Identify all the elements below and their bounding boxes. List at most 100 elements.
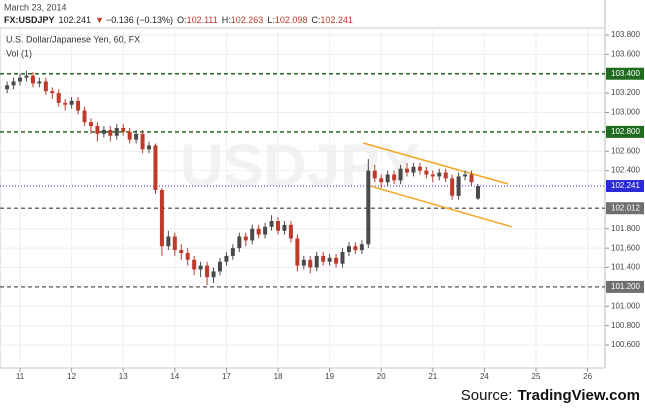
ohlc-value: 102.241 [320,15,353,25]
change: −0.136 (−0.13%) [106,15,173,25]
x-tick-label: 20 [377,372,386,381]
level-label: 103.400 [611,69,640,78]
change-arrow: ▼ [95,15,104,25]
last-price: 102.241 [59,15,92,25]
candle-body [353,246,358,251]
x-tick-label: 21 [428,372,437,381]
candle-body [205,265,210,278]
symbol: FX:USDJPY [4,15,55,25]
candle-body [334,257,339,264]
candle-body [172,236,177,251]
trendline [369,185,512,228]
candle-body [56,93,61,103]
candle-body [327,257,332,262]
candle-body [282,224,287,231]
source-name: TradingView.com [517,387,640,404]
level-box [606,125,644,138]
candle-body [50,91,55,94]
ohlc-value: 102.263 [231,15,264,25]
candle-body [82,110,87,123]
candle-body [179,250,184,253]
candle-body [443,172,448,179]
candle-body [314,255,319,268]
candle-body [185,252,190,260]
y-tick-label: 103.800 [611,30,640,39]
candle-body [379,178,384,183]
x-tick-label: 24 [480,372,489,381]
ohlc-label: O: [177,15,187,25]
y-tick-label: 102.600 [611,146,640,155]
candle-body [301,259,306,266]
candle-body [417,166,422,171]
candle-body [295,238,300,266]
x-tick-label: 19 [325,372,334,381]
candle-body [140,133,145,150]
candle-body [63,102,68,105]
ohlc-value: 102.111 [187,15,218,25]
level-box [606,280,644,293]
candle-body [237,236,242,249]
candle-body [166,236,171,247]
y-tick-label: 103.600 [611,49,640,58]
candle-body [430,174,435,177]
ohlc-label: C: [311,15,320,25]
candle-body [321,255,326,262]
candle-body [475,186,480,199]
candle-body [114,127,119,136]
candle-body [437,172,442,177]
candle-body [366,170,371,245]
level-label: 102.241 [611,181,640,190]
candle-body [147,145,152,150]
candle-body [95,126,100,134]
candle-body [230,248,235,256]
candle-body [153,145,158,191]
ohlc-value: 102.098 [275,15,308,25]
candle-body [224,255,229,262]
watermark: USDJPY [180,132,420,199]
candle-body [24,75,29,78]
level-label: 102.012 [611,203,640,212]
candle-body [69,100,74,105]
candle-body [346,246,351,253]
candle-body [76,100,81,111]
candle-body [250,228,255,241]
candle-body [127,131,132,140]
candle-body [198,265,203,270]
candle-body [37,81,42,84]
candle-body [359,244,364,251]
candle-body [424,170,429,175]
candle-body [456,176,461,196]
candle-body [372,170,377,179]
candle-body [269,221,274,227]
candle-body [263,226,268,235]
y-tick-label: 103.200 [611,88,640,97]
candle-body [276,221,281,231]
y-tick-label: 101.000 [611,301,640,310]
chart-title: U.S. Dollar/Japanese Yen, 60, FX [6,34,140,44]
candle-body [18,77,23,82]
candle-body [450,178,455,196]
candle-body [88,122,93,127]
candle-body [256,228,261,235]
y-tick-label: 101.600 [611,243,640,252]
x-tick-label: 12 [67,372,76,381]
y-tick-label: 101.800 [611,224,640,233]
source-label: Source: [461,387,513,404]
level-box [606,202,644,215]
x-tick-label: 11 [16,372,25,381]
candle-body [392,174,397,181]
candle-body [11,81,16,86]
candle-body [217,261,222,272]
candle-body [121,127,126,132]
candle-body [159,190,164,247]
level-box [606,67,644,80]
source: Source: TradingView.com [461,387,640,404]
plot-frame [0,27,606,369]
candle-body [308,259,313,268]
candle-body [30,75,35,84]
y-tick-label: 100.800 [611,321,640,330]
candle-body [211,271,216,278]
y-tick-label: 100.600 [611,340,640,349]
candle-body [405,168,410,173]
